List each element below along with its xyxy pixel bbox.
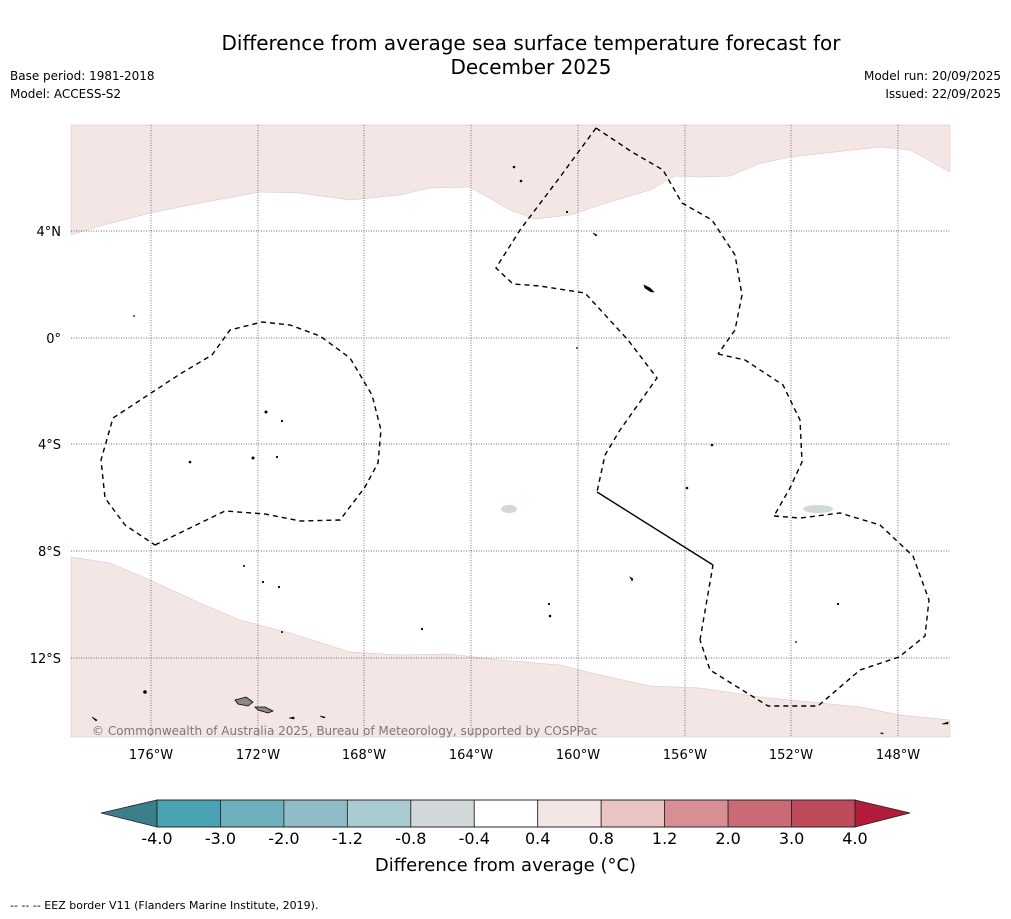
copyright-notice: © Commonwealth of Australia 2025, Bureau… xyxy=(92,724,598,738)
lon-label-164w: 164°W xyxy=(449,748,493,763)
colorbar-segment xyxy=(727,799,792,828)
colorbar-tick-label: 0.8 xyxy=(588,829,613,848)
colorbar-segment xyxy=(791,799,856,828)
lon-label-148w: 148°W xyxy=(876,748,920,763)
lon-label-176w: 176°W xyxy=(129,748,173,763)
colorbar-segment xyxy=(220,799,285,828)
issued-date: Issued: 22/09/2025 xyxy=(885,87,1001,101)
lat-label-4s: 4°S xyxy=(38,438,61,453)
colorbar-tick-label: -1.2 xyxy=(332,829,363,848)
island-upolu xyxy=(254,706,274,714)
meta-right: Model run: 20/09/2025 Issued: 22/09/2025 xyxy=(864,67,1001,103)
colorbar-segment xyxy=(537,799,602,828)
colorbar-segment xyxy=(473,799,539,828)
model-run: Model run: 20/09/2025 xyxy=(863,69,1001,83)
eez-boundary-solid xyxy=(596,491,714,566)
title-line-2: December 2025 xyxy=(450,55,612,79)
map-title: Difference from average sea surface temp… xyxy=(0,31,1011,79)
title-line-1: Difference from average sea surface temp… xyxy=(221,31,841,55)
colorbar-tick-label: 2.0 xyxy=(715,829,740,848)
colorbar-segments xyxy=(156,799,856,828)
colorbar-over-arrow xyxy=(854,799,911,828)
lat-label-12s: 12°S xyxy=(30,652,61,667)
island-savaii xyxy=(234,696,254,707)
lon-label-160w: 160°W xyxy=(556,748,600,763)
colorbar-tick-label: 1.2 xyxy=(652,829,677,848)
colorbar-outline xyxy=(156,799,856,828)
anomaly-region-north xyxy=(70,124,951,236)
colorbar-segment xyxy=(346,799,412,828)
eez-borders xyxy=(100,127,930,707)
colorbar-segment xyxy=(664,799,729,828)
anomaly-region-south xyxy=(70,556,951,738)
colorbar-segment xyxy=(410,799,475,828)
eez-border-kiribati-cook xyxy=(495,127,658,493)
colorbar-tick-label: -3.0 xyxy=(205,829,236,848)
colorbar: -4.0 -3.0 -2.0 -1.2 -0.8 -0.4 0.4 0.8 1.2 2.0 3.0 4… xyxy=(100,799,911,848)
eez-border-line-islands xyxy=(595,127,930,707)
lat-label-equator: 0° xyxy=(46,332,61,347)
colorbar-tick-label: -4.0 xyxy=(141,829,172,848)
colorbar-tick-label: 3.0 xyxy=(779,829,804,848)
islands xyxy=(91,165,949,735)
model-name: Model: ACCESS-S2 xyxy=(10,87,122,101)
lon-label-156w: 156°W xyxy=(663,748,707,763)
colorbar-segment xyxy=(156,799,221,828)
eez-border-tokelau xyxy=(100,321,382,546)
lat-label-4n: 4°N xyxy=(37,225,62,240)
cool-patch xyxy=(501,505,517,513)
colorbar-tick-label: -0.4 xyxy=(459,829,490,848)
meta-left: Base period: 1981-2018 Model: ACCESS-S2 xyxy=(10,67,155,103)
colorbar-tick-label: 0.4 xyxy=(525,829,550,848)
lon-label-172w: 172°W xyxy=(236,748,280,763)
lon-label-152w: 152°W xyxy=(769,748,813,763)
cool-patch xyxy=(803,505,833,513)
graticule xyxy=(71,125,950,737)
colorbar-under-arrow xyxy=(100,799,158,828)
colorbar-tick-label: -2.0 xyxy=(268,829,299,848)
base-period: Base period: 1981-2018 xyxy=(10,69,155,83)
colorbar-tick-label: 4.0 xyxy=(842,829,867,848)
footer-eez-note: -- -- -- EEZ border V11 (Flanders Marine… xyxy=(10,899,319,912)
colorbar-segment xyxy=(600,799,666,828)
lon-label-168w: 168°W xyxy=(342,748,386,763)
colorbar-tick-label: -0.8 xyxy=(395,829,426,848)
colorbar-tick-labels: -4.0 -3.0 -2.0 -1.2 -0.8 -0.4 0.4 0.8 1.2 2.0 3.0 4… xyxy=(141,829,867,848)
lat-label-8s: 8°S xyxy=(38,545,61,560)
colorbar-segment xyxy=(283,799,348,828)
colorbar-title: Difference from average (°C) xyxy=(374,855,637,876)
